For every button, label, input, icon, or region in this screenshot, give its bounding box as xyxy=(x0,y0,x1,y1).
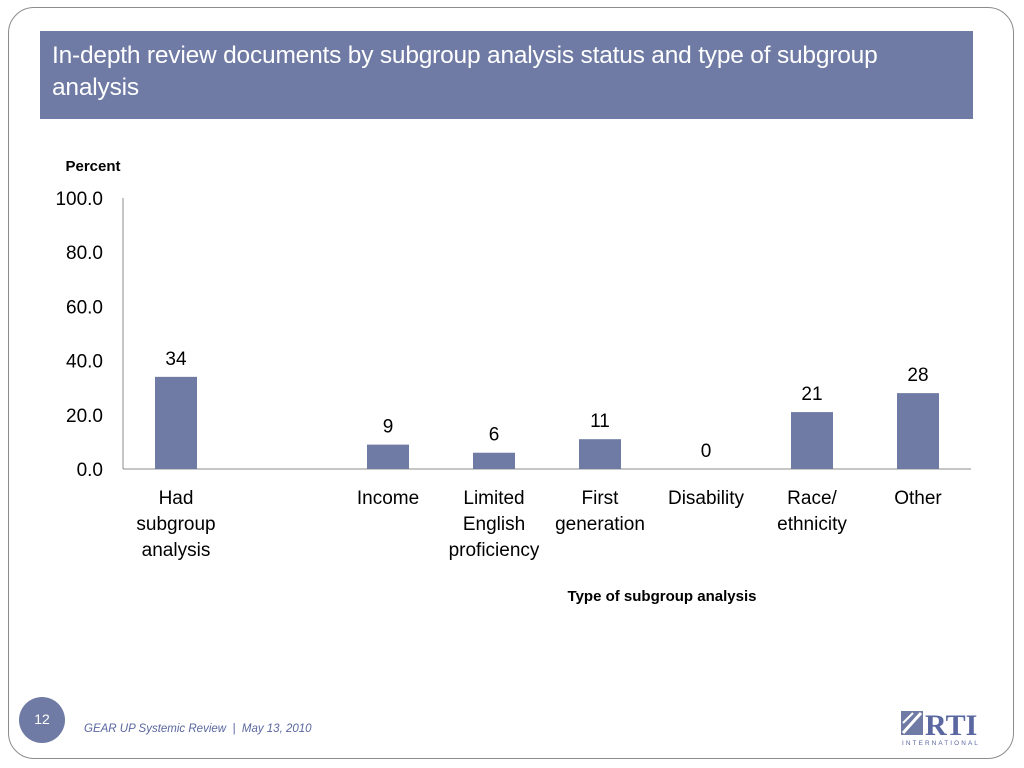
x-tick-label: Income xyxy=(357,488,419,509)
title-bar: In-depth review documents by subgroup an… xyxy=(40,31,973,119)
data-label: 21 xyxy=(801,384,822,405)
footer-separator: | xyxy=(232,723,236,735)
data-label: 9 xyxy=(383,417,394,438)
data-label: 0 xyxy=(701,441,712,462)
x-tick-label: subgroup xyxy=(136,514,215,535)
y-tick-label: 40.0 xyxy=(66,352,103,373)
x-tick-label: Disability xyxy=(668,488,745,509)
x-tick-label: analysis xyxy=(142,540,211,561)
bar xyxy=(897,393,939,469)
y-tick-label: 20.0 xyxy=(66,406,103,427)
data-label: 34 xyxy=(165,349,187,370)
x-tick-label: Race/ xyxy=(787,488,837,509)
data-label: 28 xyxy=(907,365,928,386)
bar xyxy=(791,412,833,469)
y-tick-label: 100.0 xyxy=(55,189,103,210)
x-tick-label: proficiency xyxy=(449,540,540,561)
slide-title: In-depth review documents by subgroup an… xyxy=(52,42,878,101)
data-label: 11 xyxy=(590,411,610,432)
rti-logo: RTI INTERNATIONAL xyxy=(901,709,980,747)
logo-text: RTI xyxy=(925,709,977,742)
x-axis-label: Type of subgroup analysis xyxy=(568,588,757,605)
x-tick-label: ethnicity xyxy=(777,514,847,535)
rti-logo-mark xyxy=(901,711,923,735)
y-axis-label: Percent xyxy=(65,158,120,175)
bar xyxy=(155,376,197,469)
logo-subtext: INTERNATIONAL xyxy=(902,740,980,747)
footer: GEAR UP Systemic Review | May 13, 2010 xyxy=(84,723,312,735)
x-tick-label: generation xyxy=(555,514,645,535)
y-tick-label: 60.0 xyxy=(66,297,103,318)
footer-title: GEAR UP Systemic Review xyxy=(84,723,227,735)
data-label: 6 xyxy=(489,425,500,446)
bar xyxy=(367,444,409,469)
footer-date: May 13, 2010 xyxy=(241,723,312,735)
x-tick-label: English xyxy=(463,514,525,535)
y-tick-label: 80.0 xyxy=(66,243,103,264)
x-tick-label: Other xyxy=(894,488,942,509)
bar xyxy=(579,439,621,469)
x-tick-label: Had xyxy=(159,488,194,509)
page-number-badge: 12 xyxy=(19,697,65,743)
y-tick-label: 0.0 xyxy=(77,460,103,481)
bar xyxy=(473,452,515,469)
x-tick-label: Limited xyxy=(463,488,524,509)
x-tick-label: First xyxy=(582,488,620,509)
